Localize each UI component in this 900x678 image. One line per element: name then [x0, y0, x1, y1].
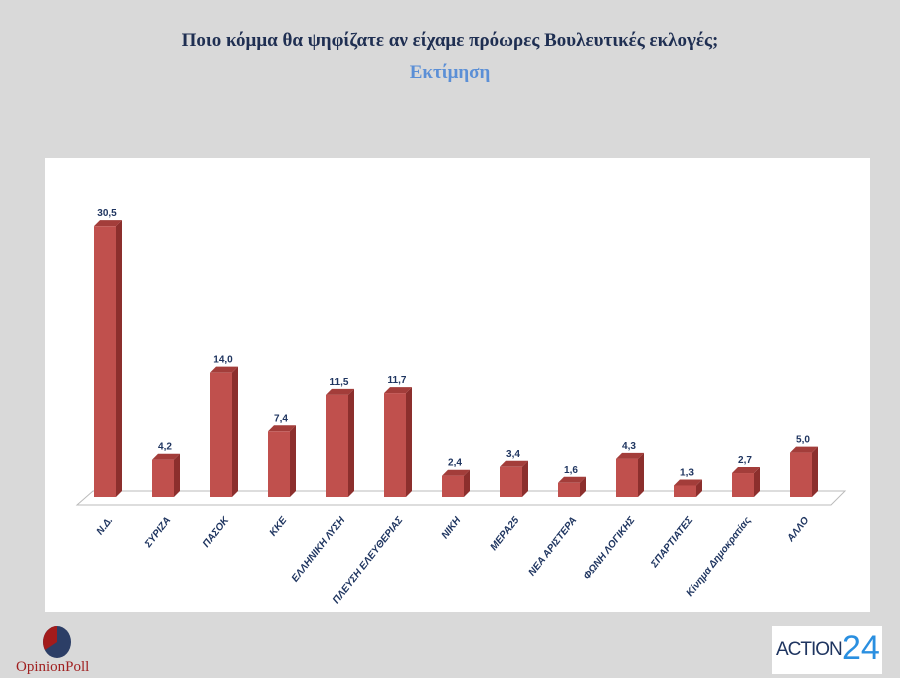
bar	[268, 431, 290, 497]
category-label: Κίνημα Δημοκρατίας	[685, 515, 754, 599]
bar-top	[152, 453, 180, 460]
bar-top	[268, 425, 296, 432]
category-label: ΝΙΚΗ	[440, 514, 464, 541]
bar-side	[290, 425, 296, 497]
chart-title: Ποιο κόμμα θα ψηφίζατε αν είχαμε πρόωρες…	[181, 30, 719, 51]
bar-side	[580, 476, 586, 497]
bar	[152, 459, 174, 497]
pie-logo-icon	[43, 626, 71, 658]
bar-side	[696, 479, 702, 497]
data-label: 5,0	[796, 435, 810, 446]
data-label: 11,7	[388, 375, 407, 386]
bar	[326, 394, 348, 497]
bar	[500, 466, 522, 497]
bar-side	[522, 460, 528, 497]
bar-top	[558, 476, 586, 483]
bar-top	[442, 469, 470, 476]
data-label: 11,5	[330, 377, 349, 388]
bar-side	[638, 452, 644, 497]
data-label: 30,5	[97, 208, 117, 219]
bar-top	[616, 452, 644, 459]
bar-side	[464, 469, 470, 497]
bar-side	[754, 467, 760, 497]
bar-top	[500, 460, 528, 467]
opinionpoll-logo	[14, 626, 104, 676]
bar	[210, 372, 232, 497]
data-label: 1,3	[680, 467, 694, 478]
bar	[384, 393, 406, 497]
bar	[442, 475, 464, 497]
bar-chart: 30,5 Ν.Δ. 4,2 ΣΥΡΙΖΑ 14,0 ΠΑΣΟΚ 7,4 ΚΚΕ 11,5 ΕΛΛΗ…	[75, 208, 847, 606]
category-label: ΠΑΣΟΚ	[201, 514, 232, 549]
bar	[558, 482, 580, 497]
bar-side	[174, 453, 180, 497]
category-label: Ν.Δ.	[95, 515, 116, 537]
category-label: ΚΚΕ	[268, 515, 290, 539]
bar-side	[348, 388, 354, 497]
category-label: ΝΕΑ ΑΡΙΣΤΕΡΑ	[527, 515, 580, 578]
category-label: ΜΕΡΑ25	[489, 515, 522, 553]
bar-side	[406, 387, 412, 497]
category-label: ΦΩΝΗ ΛΟΓΙΚΗΣ	[582, 514, 638, 582]
bar-side	[232, 366, 238, 497]
action24-logo: ACTION 24	[772, 626, 882, 674]
bar	[732, 473, 754, 497]
bar-top	[732, 467, 760, 474]
data-label: 14,0	[213, 355, 233, 366]
bar-top	[674, 479, 702, 486]
category-label: ΕΛΛΗΝΙΚΗ ΛΥΣΗ	[290, 514, 348, 584]
bar-top	[94, 220, 122, 227]
bar-side	[116, 220, 122, 497]
category-label: ΑΛΛΟ	[785, 515, 812, 545]
opinionpoll-logo-text: OpinionPoll	[16, 659, 90, 675]
bar-side	[812, 446, 818, 497]
category-label: ΣΠΑΡΤΙΑΤΕΣ	[649, 514, 696, 570]
data-label: 2,4	[448, 458, 462, 469]
bar-top	[326, 388, 354, 395]
data-label: 2,7	[738, 455, 752, 466]
bar-top	[210, 366, 238, 373]
bar	[790, 452, 812, 497]
data-label: 1,6	[564, 465, 578, 476]
data-label: 4,3	[622, 441, 636, 452]
bar	[616, 458, 638, 497]
bar-top	[384, 387, 412, 394]
data-label: 7,4	[274, 413, 288, 424]
data-label: 3,4	[506, 449, 520, 460]
chart-area: 30,5 Ν.Δ. 4,2 ΣΥΡΙΖΑ 14,0 ΠΑΣΟΚ 7,4 ΚΚΕ 11,5 ΕΛΛΗ…	[45, 158, 870, 612]
bar	[94, 226, 116, 497]
chart-subtitle: Εκτίμηση	[409, 62, 491, 83]
bar-top	[790, 446, 818, 453]
data-label: 4,2	[158, 442, 172, 453]
bar	[674, 485, 696, 497]
category-label: ΣΥΡΙΖΑ	[142, 515, 173, 550]
